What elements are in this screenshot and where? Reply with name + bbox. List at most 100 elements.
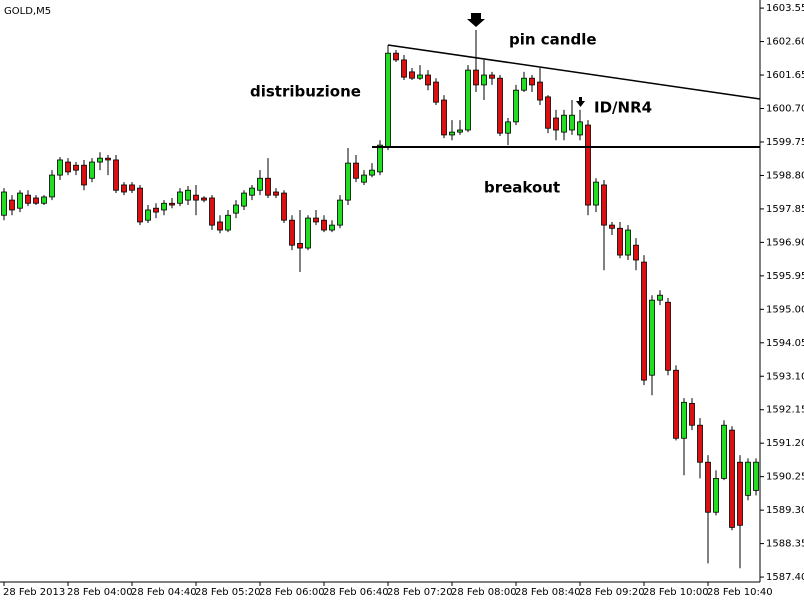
arrow-idnr4 [576, 97, 585, 107]
x-tick-label: 28 Feb 08:00 [451, 587, 517, 598]
y-tick-label: 1591.20 [766, 438, 804, 449]
candle-body [289, 219, 295, 246]
arrow-pin [467, 13, 485, 27]
candle-body [65, 161, 71, 173]
x-tick-label: 28 Feb 2013 [3, 587, 65, 598]
candle-body [401, 59, 407, 78]
annotation: ID/NR4 [594, 99, 652, 117]
x-tick-label: 28 Feb 06:40 [323, 587, 389, 598]
candle-body [41, 196, 47, 204]
candle-body [673, 369, 679, 439]
candle-body [129, 184, 135, 191]
candle-body [9, 199, 15, 211]
candle-body [537, 81, 543, 101]
candle-body [345, 162, 351, 201]
candle-body [241, 192, 247, 207]
candle-body [321, 219, 327, 231]
x-tick-label: 28 Feb 07:20 [387, 587, 453, 598]
x-tick-label: 28 Feb 04:00 [67, 587, 133, 598]
y-tick-label: 1603.55 [766, 3, 804, 14]
candle-body [193, 194, 199, 201]
candle-body [521, 77, 527, 91]
y-tick-label: 1597.85 [766, 204, 804, 215]
candle-body [425, 74, 431, 86]
candle-body [625, 229, 631, 256]
candle-body [337, 199, 343, 226]
x-tick-label: 28 Feb 10:40 [707, 587, 773, 598]
candle-body [169, 202, 175, 206]
candle-body [209, 197, 215, 226]
candle-body [369, 169, 375, 176]
y-tick-label: 1599.75 [766, 137, 804, 148]
y-tick-label: 1595.00 [766, 304, 804, 315]
y-tick-label: 1601.65 [766, 70, 804, 81]
candle-body [617, 227, 623, 256]
candle-body [585, 124, 591, 206]
candles [1, 29, 759, 569]
candle-body [121, 184, 127, 193]
y-tick-label: 1590.25 [766, 472, 804, 483]
candle-body [25, 194, 31, 204]
candle-body [689, 402, 695, 426]
candle-body [297, 243, 303, 249]
candle-body [481, 74, 487, 86]
candle-body [569, 114, 575, 131]
candle-body [465, 69, 471, 131]
candle-body [457, 129, 463, 133]
candle-body [393, 52, 399, 61]
x-tick-label: 28 Feb 06:00 [259, 587, 325, 598]
candle-body [433, 81, 439, 103]
candle-body [177, 191, 183, 204]
candle-body [681, 401, 687, 439]
candle-body [737, 461, 743, 526]
candle-body [553, 117, 559, 131]
candle-body [705, 461, 711, 513]
candle-body [1, 191, 7, 216]
candle-body [249, 187, 255, 196]
y-tick-label: 1596.90 [766, 237, 804, 248]
candle-body [273, 191, 279, 196]
candle-body [729, 429, 735, 528]
candle-body [601, 184, 607, 226]
annotation: breakout [484, 179, 560, 197]
candle-body [257, 177, 263, 191]
candle-body [185, 189, 191, 201]
candle-body [697, 424, 703, 463]
candle-body [97, 157, 103, 163]
candle-body [89, 161, 95, 179]
candle-body [545, 96, 551, 129]
candle-body [145, 209, 151, 221]
y-tick-label: 1589.30 [766, 505, 804, 516]
candle-body [329, 224, 335, 231]
candle-body [417, 74, 423, 79]
candle-body [657, 294, 663, 301]
x-tick-label: 28 Feb 05:20 [195, 587, 261, 598]
candle-body [153, 207, 159, 213]
candle-body [305, 217, 311, 249]
candle-body [529, 77, 535, 86]
candle-body [649, 299, 655, 376]
x-tick-label: 28 Feb 04:40 [131, 587, 197, 598]
candle-body [57, 159, 63, 176]
candle-body [33, 197, 39, 204]
candle-body [489, 74, 495, 79]
candle-body [561, 114, 567, 133]
chart-title: GOLD,M5 [4, 6, 51, 17]
candle-body [593, 181, 599, 206]
candle-body [505, 121, 511, 134]
candle-body [217, 221, 223, 231]
candle-body [721, 424, 727, 479]
candle-body [105, 157, 111, 161]
candle-body [137, 187, 143, 223]
candle-body [265, 177, 271, 196]
candle-body [441, 99, 447, 136]
y-tick-label: 1602.60 [766, 37, 804, 48]
candle-body [641, 261, 647, 381]
y-tick-label: 1592.15 [766, 405, 804, 416]
candle-body [113, 159, 119, 191]
x-tick-label: 28 Feb 09:20 [579, 587, 645, 598]
candle-body [281, 192, 287, 221]
